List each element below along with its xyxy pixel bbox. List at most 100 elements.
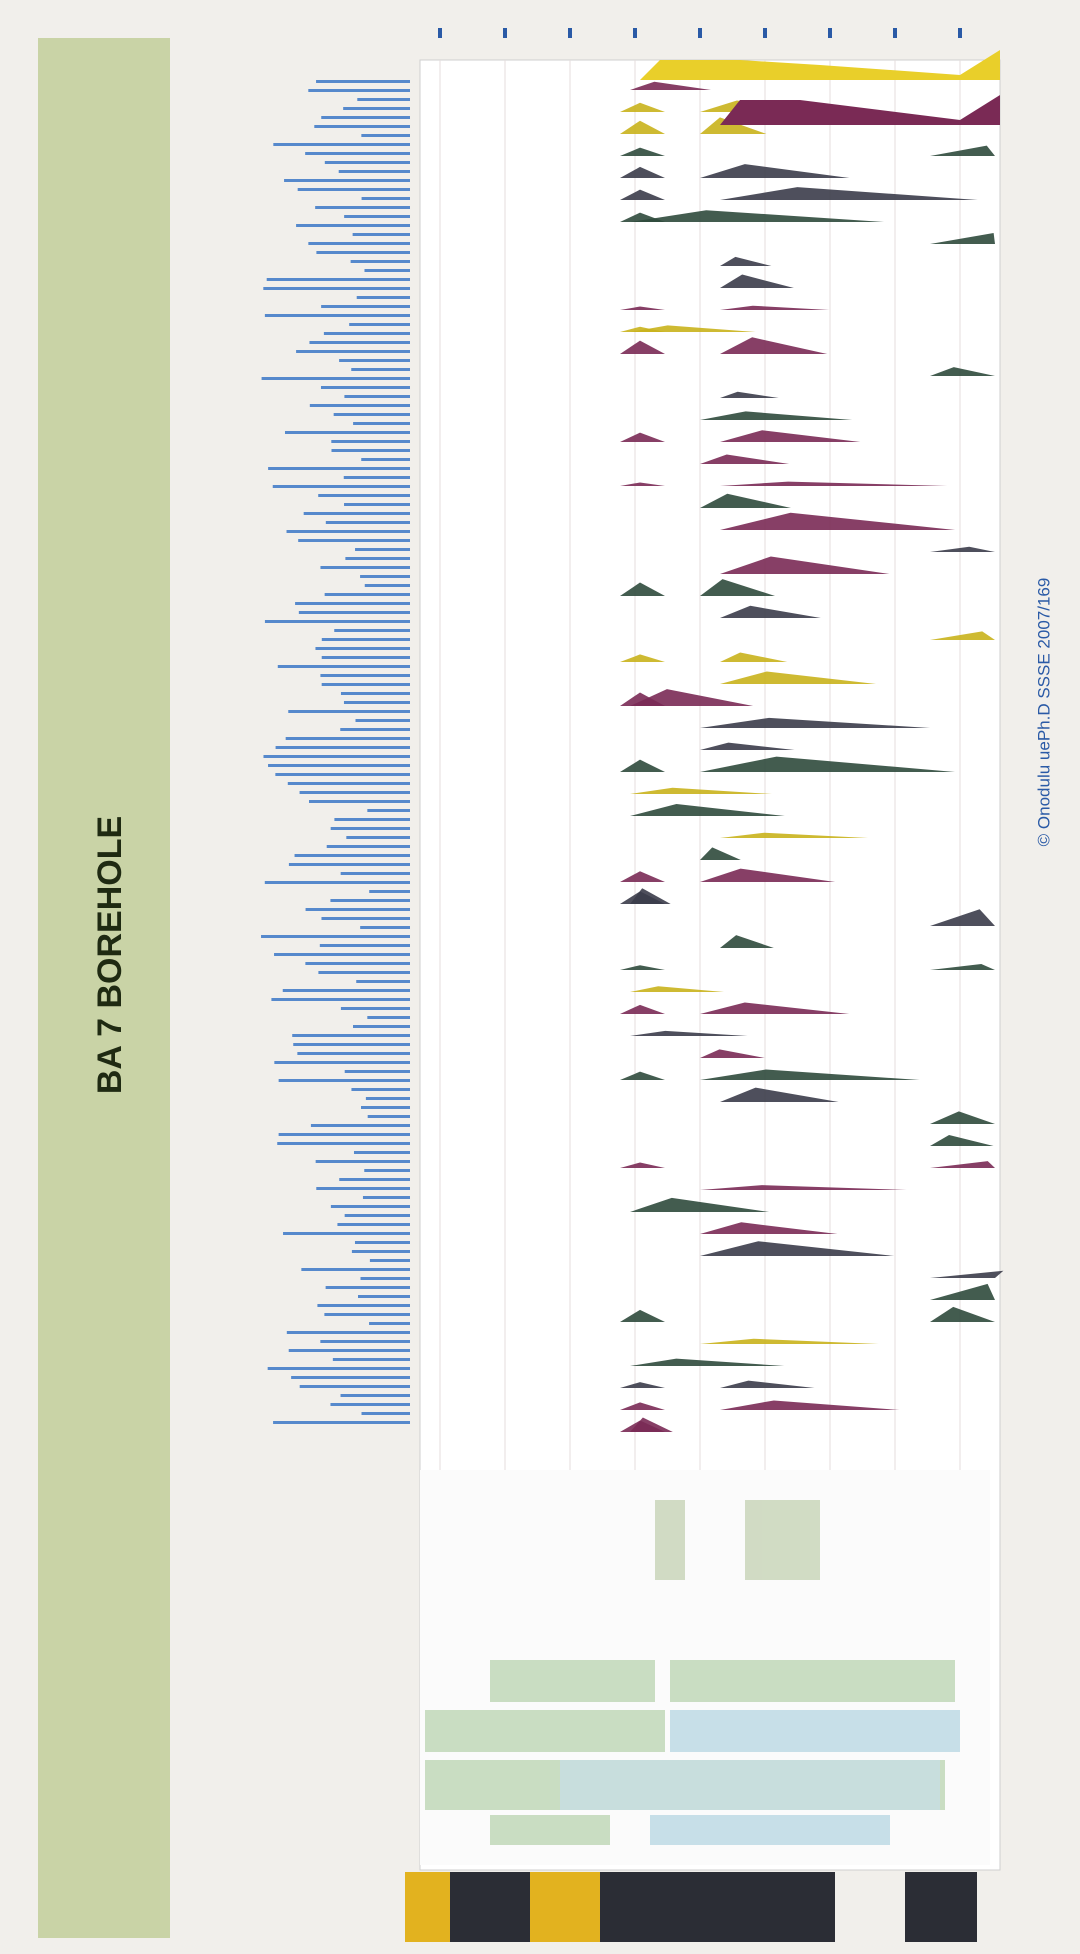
taxon-label xyxy=(353,1025,410,1028)
taxon-label xyxy=(322,656,410,659)
taxon-label xyxy=(288,782,410,785)
taxon-label xyxy=(265,881,410,884)
taxon-label xyxy=(321,917,410,920)
taxon-label xyxy=(341,1007,410,1010)
zone-box xyxy=(745,1500,820,1580)
taxon-label xyxy=(369,1322,410,1325)
taxon-label xyxy=(344,476,410,479)
taxon-label xyxy=(277,1142,410,1145)
taxon-label xyxy=(321,116,410,119)
taxon-label xyxy=(297,1052,410,1055)
taxon-label xyxy=(279,1133,410,1136)
depth-marker xyxy=(893,28,897,38)
taxon-label xyxy=(345,1070,410,1073)
taxon-label xyxy=(262,377,410,380)
taxon-label xyxy=(320,566,410,569)
taxon-label xyxy=(360,926,410,929)
taxon-label xyxy=(305,152,410,155)
taxon-label xyxy=(354,1151,410,1154)
taxon-label xyxy=(344,701,410,704)
taxon-label xyxy=(316,1160,410,1163)
taxon-label xyxy=(305,962,410,965)
taxon-label xyxy=(361,134,410,137)
taxon-label xyxy=(365,584,410,587)
taxon-label xyxy=(370,1259,410,1262)
taxon-label xyxy=(321,305,410,308)
taxon-label xyxy=(276,746,410,749)
taxon-label xyxy=(318,971,410,974)
taxon-label xyxy=(345,557,410,560)
zone-box xyxy=(655,1500,685,1580)
taxon-label xyxy=(344,215,410,218)
taxon-label xyxy=(353,422,410,425)
depth-marker xyxy=(698,28,702,38)
taxon-label xyxy=(283,1232,410,1235)
taxon-label xyxy=(352,1250,410,1253)
depth-marker xyxy=(763,28,767,38)
taxon-label xyxy=(349,323,410,326)
taxon-label xyxy=(271,998,410,1001)
taxon-label xyxy=(295,602,410,605)
taxon-label xyxy=(334,413,410,416)
taxon-label xyxy=(308,89,410,92)
taxon-label xyxy=(369,890,410,893)
taxon-label xyxy=(339,170,410,173)
depth-marker xyxy=(633,28,637,38)
taxon-label xyxy=(367,1016,410,1019)
taxon-label xyxy=(292,1034,410,1037)
taxon-label xyxy=(362,197,410,200)
taxon-label xyxy=(337,1223,410,1226)
taxon-label xyxy=(268,764,410,767)
taxon-label xyxy=(263,755,410,758)
taxon-label xyxy=(357,296,410,299)
litho-shale xyxy=(450,1872,530,1942)
taxon-label xyxy=(353,233,410,236)
taxon-label xyxy=(351,368,410,371)
zone-box xyxy=(490,1815,610,1845)
taxon-label xyxy=(298,539,410,542)
depth-marker xyxy=(568,28,572,38)
taxon-label xyxy=(340,728,410,731)
litho-shale xyxy=(905,1872,977,1942)
taxon-label xyxy=(306,908,410,911)
taxon-label xyxy=(273,485,410,488)
taxon-label xyxy=(285,431,410,434)
taxon-label xyxy=(311,1124,410,1127)
taxon-label xyxy=(358,1295,410,1298)
taxon-label xyxy=(287,1331,410,1334)
taxon-label xyxy=(317,1304,410,1307)
taxon-label xyxy=(265,620,410,623)
depth-marker xyxy=(438,28,442,38)
taxon-label xyxy=(316,1187,410,1190)
taxon-label xyxy=(310,404,410,407)
taxon-label xyxy=(301,1268,410,1271)
title: BA 7 BOREHOLE xyxy=(91,816,129,1094)
taxon-label xyxy=(284,179,410,182)
taxon-label xyxy=(324,1313,410,1316)
taxon-label xyxy=(315,206,410,209)
taxon-label xyxy=(273,1421,410,1424)
taxon-label xyxy=(295,854,410,857)
taxon-label xyxy=(316,251,410,254)
litho-sand xyxy=(530,1872,600,1942)
taxon-label xyxy=(364,1169,410,1172)
taxon-label xyxy=(355,1241,410,1244)
taxon-label xyxy=(326,521,410,524)
taxon-label xyxy=(334,818,410,821)
taxon-label xyxy=(341,1394,410,1397)
taxon-label xyxy=(274,1061,410,1064)
taxon-label xyxy=(339,359,410,362)
taxon-label xyxy=(289,1349,410,1352)
taxon-label xyxy=(324,332,410,335)
taxon-label xyxy=(308,242,410,245)
zone-box xyxy=(670,1710,960,1752)
taxon-label xyxy=(274,953,410,956)
taxon-label xyxy=(322,683,410,686)
taxon-label xyxy=(344,503,410,506)
litho-shale xyxy=(600,1872,835,1942)
taxon-label xyxy=(299,611,410,614)
taxon-label xyxy=(331,827,410,830)
taxon-label xyxy=(293,1043,410,1046)
taxon-label xyxy=(314,125,410,128)
zone-box xyxy=(650,1815,890,1845)
